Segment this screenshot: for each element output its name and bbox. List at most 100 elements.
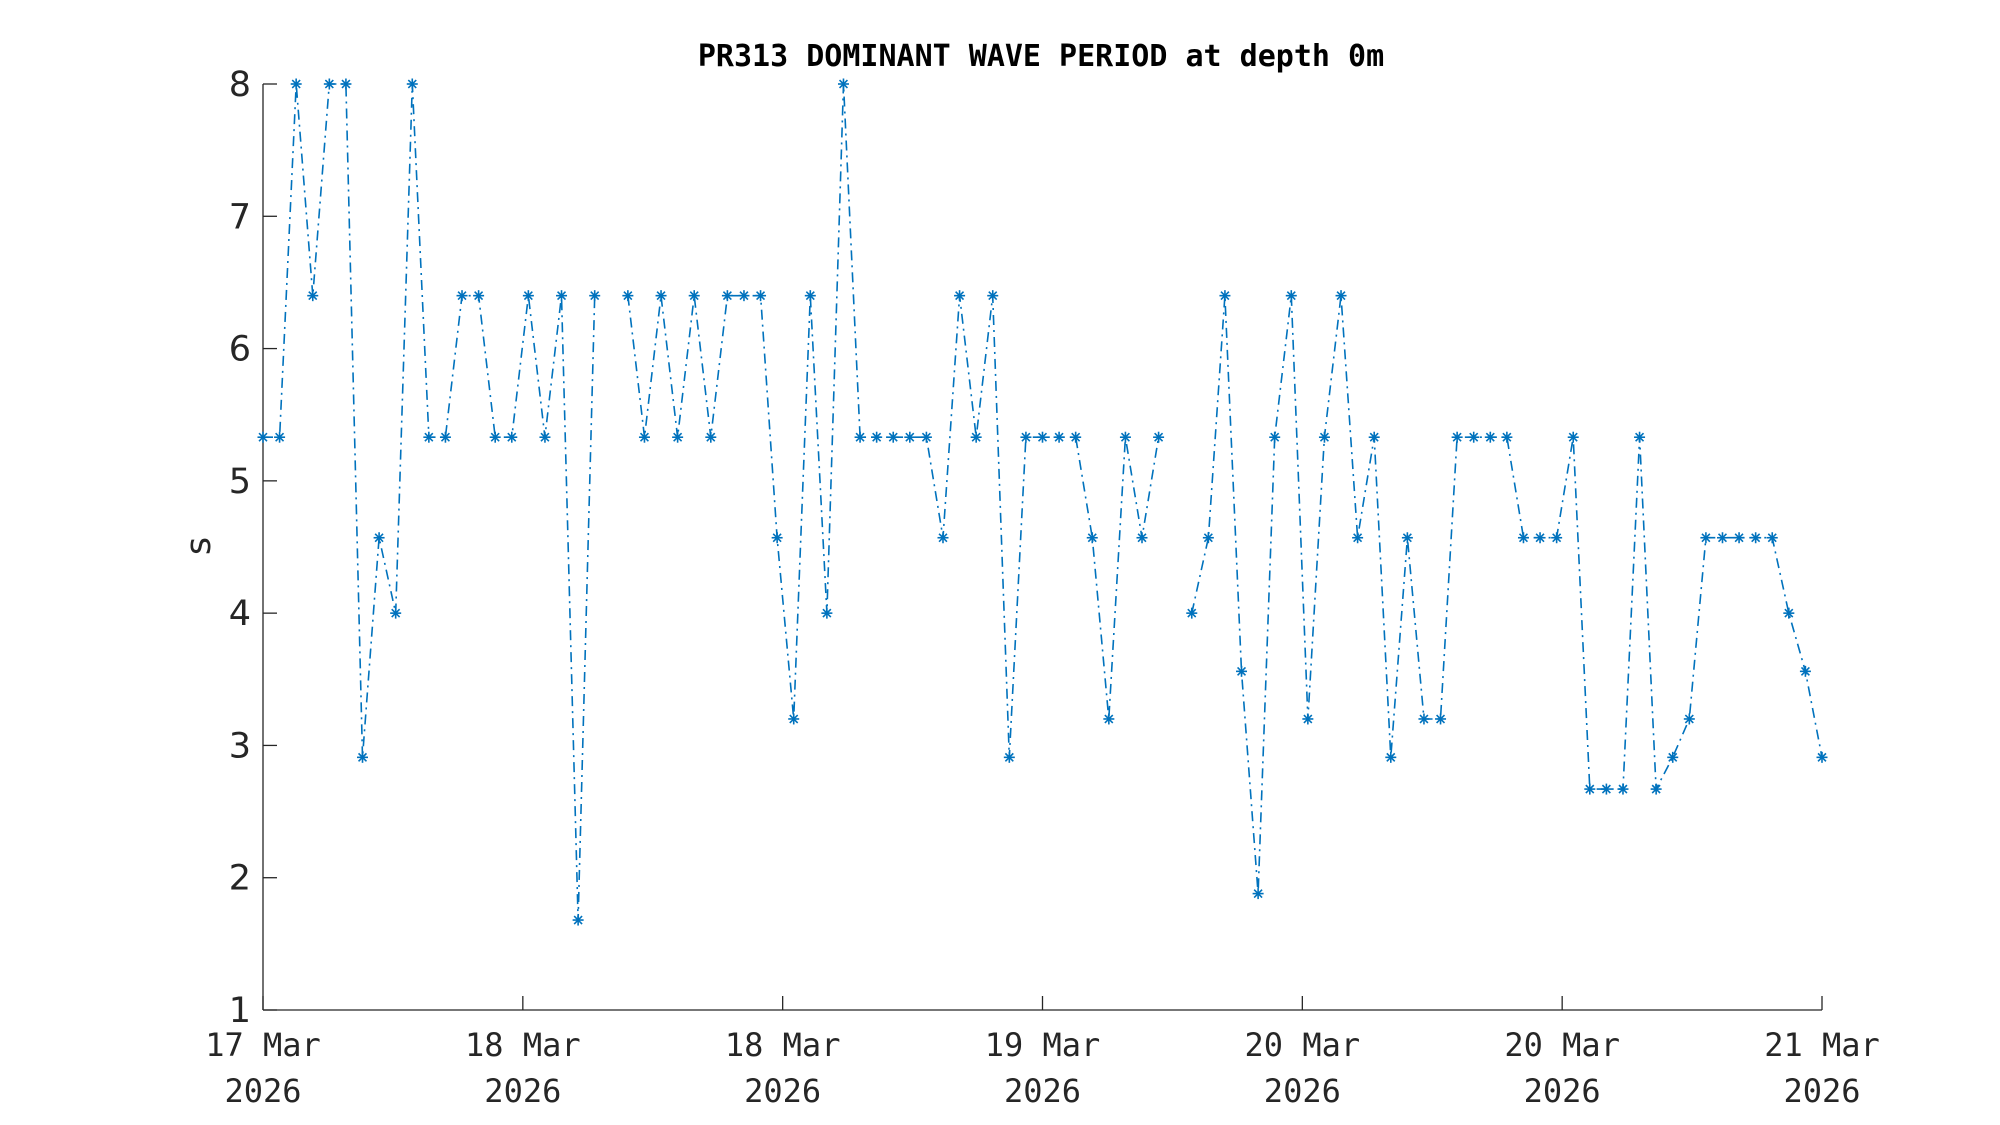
data-point — [1816, 751, 1828, 763]
y-tick-label: 5 — [229, 462, 251, 502]
y-tick-label: 8 — [229, 65, 251, 105]
data-point — [854, 431, 866, 443]
x-tick-label-date: 18 Mar — [725, 1026, 841, 1064]
y-tick-label: 2 — [229, 859, 251, 899]
data-point — [274, 431, 286, 443]
data-point — [1119, 431, 1131, 443]
data-point — [904, 431, 916, 443]
data-point — [1451, 431, 1463, 443]
data-point — [556, 290, 568, 302]
data-point — [1186, 607, 1198, 619]
data-point — [1584, 783, 1596, 795]
x-tick-label-date: 20 Mar — [1245, 1026, 1361, 1064]
data-point — [1418, 713, 1430, 725]
data-point — [1534, 532, 1546, 544]
x-tick-label-year: 2026 — [224, 1072, 301, 1110]
data-point — [456, 290, 468, 302]
data-point — [1600, 783, 1612, 795]
data-point — [1683, 713, 1695, 725]
data-point — [688, 290, 700, 302]
data-point — [1799, 665, 1811, 677]
data-point — [1103, 713, 1115, 725]
data-point — [1435, 713, 1447, 725]
data-point — [357, 751, 369, 763]
data-point — [1368, 431, 1380, 443]
x-tick-label-date: 17 Mar — [205, 1026, 321, 1064]
y-tick-label: 1 — [229, 991, 251, 1031]
data-point — [1650, 783, 1662, 795]
data-point — [1136, 532, 1148, 544]
series-line — [1191, 295, 1823, 894]
y-tick-label: 3 — [229, 726, 251, 766]
data-point — [755, 290, 767, 302]
x-tick-label-date: 19 Mar — [985, 1026, 1101, 1064]
data-point — [1634, 431, 1646, 443]
data-point — [1269, 431, 1281, 443]
data-point — [1070, 431, 1082, 443]
data-point — [954, 290, 966, 302]
data-point — [323, 78, 335, 90]
data-point — [804, 290, 816, 302]
data-point — [373, 532, 385, 544]
data-point — [1335, 290, 1347, 302]
data-point — [638, 431, 650, 443]
data-point — [1385, 751, 1397, 763]
data-point — [920, 431, 932, 443]
data-point — [439, 431, 451, 443]
data-point — [1252, 888, 1264, 900]
data-point — [1567, 431, 1579, 443]
data-point — [1716, 532, 1728, 544]
data-point — [1053, 431, 1065, 443]
data-point — [871, 431, 883, 443]
data-point — [307, 290, 319, 302]
data-point — [340, 78, 352, 90]
chart-title: PR313 DOMINANT WAVE PERIOD at depth 0m — [698, 39, 1384, 74]
data-point — [970, 431, 982, 443]
data-point — [473, 290, 485, 302]
series-line — [263, 83, 596, 921]
x-tick-label-year: 2026 — [1783, 1072, 1860, 1110]
data-point — [1318, 431, 1330, 443]
data-point — [1302, 713, 1314, 725]
data-point — [987, 290, 999, 302]
data-point — [1219, 290, 1231, 302]
data-point — [1766, 532, 1778, 544]
data-point — [572, 914, 584, 926]
y-tick-label: 7 — [229, 197, 251, 237]
data-point — [406, 78, 418, 90]
data-point — [1667, 751, 1679, 763]
x-tick-label-year: 2026 — [1264, 1072, 1341, 1110]
data-point — [1352, 532, 1364, 544]
data-point — [705, 431, 717, 443]
data-point — [1617, 783, 1629, 795]
data-point — [738, 290, 750, 302]
data-point — [1401, 532, 1413, 544]
data-point — [788, 713, 800, 725]
data-point — [1468, 431, 1480, 443]
data-point — [1153, 431, 1165, 443]
data-point — [1484, 431, 1496, 443]
y-axis-label: s — [179, 537, 219, 555]
data-point — [1733, 532, 1745, 544]
data-point — [506, 431, 518, 443]
series-line — [627, 83, 1160, 758]
data-point — [837, 78, 849, 90]
data-point — [1750, 532, 1762, 544]
data-point — [1236, 665, 1248, 677]
x-tick-label-date: 20 Mar — [1504, 1026, 1620, 1064]
x-axis: 17 Mar 2026 18 Mar 2026 18 Mar 2026 19 Mar 2026… — [205, 996, 1880, 1110]
data-point — [721, 290, 733, 302]
data-point — [1086, 532, 1098, 544]
data-point — [1551, 532, 1563, 544]
x-tick-label-year: 2026 — [1004, 1072, 1081, 1110]
x-tick-label-year: 2026 — [484, 1072, 561, 1110]
x-tick-label-date: 18 Mar — [465, 1026, 581, 1064]
x-tick-label-date: 21 Mar — [1764, 1026, 1880, 1064]
x-tick-label-year: 2026 — [744, 1072, 821, 1110]
data-point — [1517, 532, 1529, 544]
data-point — [1020, 431, 1032, 443]
data-point — [489, 431, 501, 443]
data-point — [1037, 431, 1048, 443]
data-point — [1202, 532, 1214, 544]
